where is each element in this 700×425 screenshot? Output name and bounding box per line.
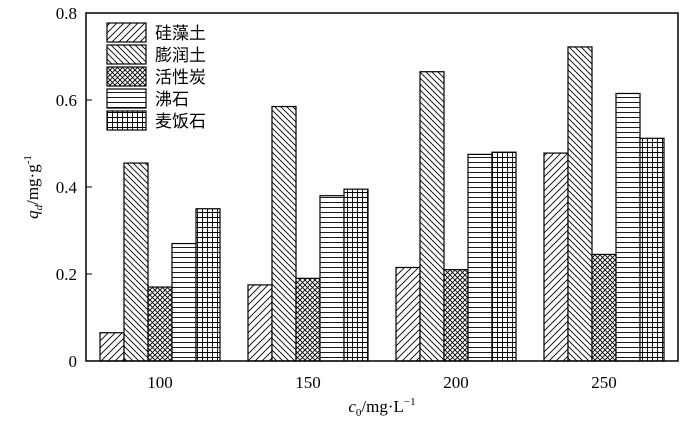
y-tick-label: 0.4 (56, 178, 78, 197)
x-tick-label: 200 (443, 373, 469, 392)
y-tick-label: 0.6 (56, 91, 77, 110)
y-tick-label: 0 (69, 352, 78, 371)
legend-swatch (106, 88, 147, 109)
bar-100-1 (123, 162, 149, 362)
bar-200-1 (419, 71, 445, 362)
bar-100-4 (195, 208, 221, 362)
bar-200-4 (491, 151, 517, 362)
bar-200-3 (467, 153, 493, 362)
x-tick-label: 250 (591, 373, 617, 392)
legend-label: 活性炭 (155, 68, 206, 87)
bars (99, 46, 665, 362)
legend-label: 膨润土 (155, 46, 206, 65)
bar-100-3 (171, 242, 197, 362)
bar-150-1 (271, 105, 297, 362)
bar-150-3 (319, 195, 345, 362)
y-axis: 0 0.2 0.4 0.6 0.8 (56, 4, 92, 371)
legend-label: 麦饭石 (155, 112, 206, 131)
bar-250-3 (615, 92, 641, 362)
bar-100-2 (147, 286, 173, 362)
x-axis: 100 150 200 250 (147, 373, 617, 392)
bar-200-0 (395, 266, 421, 362)
x-tick-label: 150 (295, 373, 321, 392)
x-tick-label: 100 (147, 373, 173, 392)
bar-250-2 (591, 253, 617, 362)
bar-250-4 (639, 137, 665, 362)
bar-150-0 (247, 284, 273, 362)
x-axis-title: c0/mg·L−1 (348, 396, 415, 419)
y-tick-label: 0.8 (56, 4, 77, 23)
legend-swatch (106, 44, 147, 65)
y-tick-label: 0.2 (56, 265, 77, 284)
legend-swatch (106, 22, 147, 43)
bar-250-0 (543, 152, 569, 362)
bar-200-2 (443, 269, 469, 362)
y-axis-title: qd/mg·g-1 (22, 155, 45, 219)
legend-swatch (106, 66, 147, 87)
bar-150-2 (295, 277, 321, 362)
legend-label: 沸石 (155, 90, 189, 109)
legend-label: 硅藻土 (155, 24, 206, 43)
bar-150-4 (343, 188, 369, 362)
bar-250-1 (567, 46, 593, 362)
bar-100-0 (99, 332, 125, 362)
legend-swatch (106, 110, 147, 131)
